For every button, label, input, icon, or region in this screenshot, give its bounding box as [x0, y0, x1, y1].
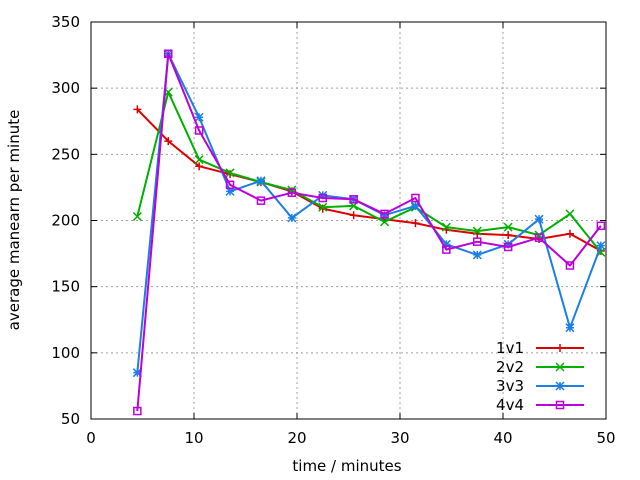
data-point-3v3: [597, 242, 605, 250]
series-4v4: [134, 50, 604, 414]
legend-label: 2v2: [496, 358, 524, 376]
y-tick-label: 150: [51, 278, 80, 296]
y-tick-label: 250: [51, 145, 80, 163]
x-tick-label: 20: [287, 429, 306, 447]
data-point-3v3: [535, 215, 543, 223]
data-point-3v3: [195, 113, 203, 121]
tick-marks: [91, 22, 606, 419]
x-tick-label: 40: [493, 429, 512, 447]
legend-label: 1v1: [496, 339, 524, 357]
plot-frame: [91, 22, 606, 419]
y-tick-label: 50: [61, 410, 80, 428]
series-line-1v1: [137, 109, 601, 251]
y-tick-label: 350: [51, 13, 80, 31]
data-point-3v3: [288, 214, 296, 222]
series-layer: [133, 50, 604, 415]
x-tick-label: 50: [596, 429, 615, 447]
data-point-3v3: [473, 251, 481, 259]
series-2v2: [133, 88, 604, 256]
data-point-1v1: [566, 230, 574, 238]
x-axis-label: time / minutes: [292, 457, 401, 475]
y-tick-label: 100: [51, 344, 80, 362]
data-point-2v2: [566, 210, 574, 218]
y-tick-label: 300: [51, 79, 80, 97]
legend-label: 3v3: [496, 377, 524, 395]
x-tick-labels: 0 10 20 30 40 50: [86, 429, 615, 447]
legend-marker-3v3: [556, 382, 564, 390]
x-tick-label: 30: [390, 429, 409, 447]
series-line-2v2: [137, 92, 601, 252]
grid: [91, 22, 606, 419]
data-point-3v3: [257, 177, 265, 185]
data-point-1v1: [504, 231, 512, 239]
x-tick-label: 0: [86, 429, 96, 447]
data-point-1v1: [350, 211, 358, 219]
legend-label: 4v4: [496, 396, 524, 414]
data-point-3v3: [566, 324, 574, 332]
y-tick-label: 200: [51, 212, 80, 230]
x-tick-label: 10: [184, 429, 203, 447]
y-axis-label: average manearn per minute: [5, 110, 23, 331]
legend-marker-1v1: [556, 344, 564, 352]
y-tick-labels: 50 100 150 200 250 300 350: [51, 13, 80, 428]
